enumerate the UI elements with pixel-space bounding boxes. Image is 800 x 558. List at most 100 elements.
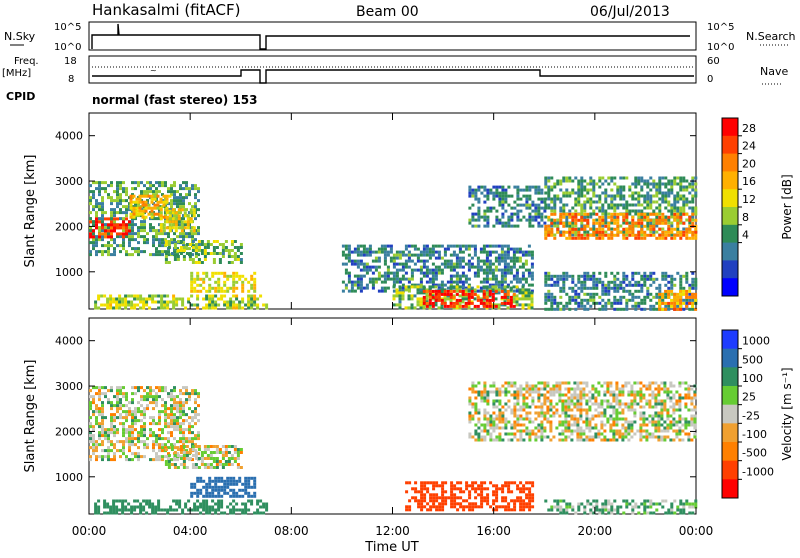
heatmap-cell — [471, 263, 474, 266]
heatmap-cell — [121, 304, 124, 307]
heatmap-cell — [247, 281, 250, 284]
heatmap-cell — [604, 284, 607, 287]
heatmap-cell — [516, 418, 519, 421]
heatmap-cell — [646, 234, 649, 237]
heatmap-cell — [116, 190, 119, 193]
heatmap-cell — [531, 433, 534, 436]
heatmap-cell — [634, 183, 637, 186]
heatmap-cell — [165, 243, 168, 246]
heatmap-cell — [354, 248, 357, 251]
heatmap-cell — [107, 253, 110, 256]
heatmap-cell — [110, 401, 113, 404]
heatmap-cell — [103, 512, 106, 515]
heatmap-cell — [489, 210, 492, 213]
heatmap-cell — [127, 304, 130, 307]
heatmap-cell — [571, 237, 574, 240]
heatmap-cell — [241, 290, 244, 293]
heatmap-cell — [166, 226, 169, 229]
heatmap-cell — [465, 481, 468, 484]
heatmap-cell — [342, 263, 345, 266]
heatmap-cell — [528, 303, 531, 306]
heatmap-cell — [118, 301, 121, 304]
heatmap-cell — [133, 207, 136, 210]
heatmap-cell — [601, 207, 604, 210]
freq-tick-bottom: 8 — [68, 74, 74, 85]
heatmap-cell — [531, 251, 534, 254]
heatmap-cell — [652, 195, 655, 198]
heatmap-cell — [104, 211, 107, 214]
heatmap-cell — [149, 401, 152, 404]
heatmap-cell — [417, 499, 420, 502]
heatmap-cell — [522, 189, 525, 192]
heatmap-cell — [396, 275, 399, 278]
heatmap-cell — [158, 241, 161, 244]
heatmap-cell — [547, 308, 550, 311]
heatmap-cell — [492, 293, 495, 296]
heatmap-cell — [173, 238, 176, 241]
heatmap-cell — [241, 483, 244, 486]
heatmap-cell — [202, 298, 205, 301]
heatmap-cell — [658, 237, 661, 240]
heatmap-cell — [528, 204, 531, 207]
heatmap-cell — [205, 500, 208, 503]
heatmap-cell — [110, 253, 113, 256]
heatmap-cell — [179, 211, 182, 214]
heatmap-cell — [357, 284, 360, 287]
heatmap-cell — [622, 278, 625, 281]
heatmap-cell — [501, 412, 504, 415]
heatmap-cell — [441, 281, 444, 284]
heatmap-cell — [516, 225, 519, 228]
heatmap-cell — [119, 187, 122, 190]
heatmap-cell — [109, 509, 112, 512]
heatmap-cell — [168, 454, 171, 457]
heatmap-cell — [357, 248, 360, 251]
heatmap-cell — [158, 446, 161, 449]
heatmap-cell — [375, 266, 378, 269]
heatmap-cell — [95, 220, 98, 223]
heatmap-cell — [158, 419, 161, 422]
heatmap-cell — [613, 210, 616, 213]
heatmap-cell — [149, 229, 152, 232]
heatmap-cell — [256, 512, 259, 515]
heatmap-cell — [661, 296, 664, 299]
heatmap-cell — [95, 211, 98, 214]
heatmap-cell — [214, 489, 217, 492]
heatmap-cell — [423, 263, 426, 266]
heatmap-cell — [528, 433, 531, 436]
heatmap-cell — [193, 229, 196, 232]
heatmap-cell — [664, 284, 667, 287]
heatmap-cell — [498, 412, 501, 415]
heatmap-cell — [182, 407, 185, 410]
heatmap-cell — [610, 281, 613, 284]
heatmap-cell — [592, 192, 595, 195]
heatmap-cell — [247, 295, 250, 298]
heatmap-cell — [101, 449, 104, 452]
heatmap-cell — [405, 481, 408, 484]
heatmap-cell — [577, 198, 580, 201]
heatmap-cell — [104, 431, 107, 434]
heatmap-cell — [170, 395, 173, 398]
heatmap-cell — [381, 281, 384, 284]
heatmap-cell — [580, 222, 583, 225]
heatmap-cell — [646, 290, 649, 293]
heatmap-cell — [616, 213, 619, 216]
heatmap-cell — [250, 304, 253, 307]
heatmap-cell — [366, 266, 369, 269]
heatmap-cell — [133, 213, 136, 216]
heatmap-cell — [658, 213, 661, 216]
heatmap-cell — [185, 413, 188, 416]
heatmap-cell — [229, 480, 232, 483]
heatmap-cell — [140, 428, 143, 431]
heatmap-cell — [116, 199, 119, 202]
heatmap-cell — [196, 278, 199, 281]
heatmap-cell — [553, 275, 556, 278]
heatmap-cell — [151, 298, 154, 301]
heatmap-cell — [211, 506, 214, 509]
heatmap-cell — [182, 431, 185, 434]
heatmap-cell — [140, 404, 143, 407]
heatmap-cell — [110, 199, 113, 202]
heatmap-cell — [438, 484, 441, 487]
heatmap-cell — [113, 229, 116, 232]
heatmap-cell — [574, 290, 577, 293]
heatmap-cell — [477, 210, 480, 213]
